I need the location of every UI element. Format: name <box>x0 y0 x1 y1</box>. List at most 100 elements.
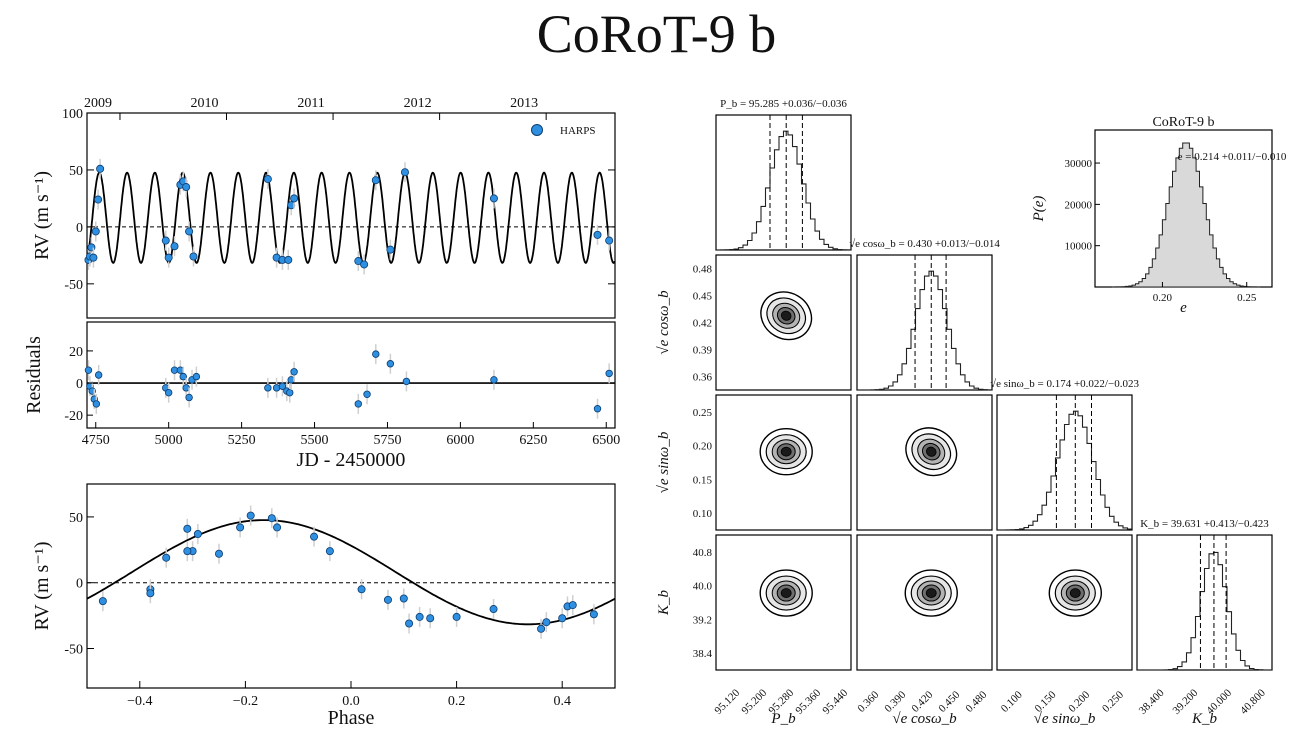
corner-xtick-label: 95.200 <box>739 687 769 717</box>
rv-phase-point <box>267 514 276 523</box>
corner-ylabel: K_b <box>656 590 672 617</box>
rv-time-point <box>593 230 602 239</box>
rv-time-point <box>263 175 272 184</box>
corner-ytick-label: 0.42 <box>693 318 712 330</box>
rv-phase-xtick-label: 0.0 <box>342 694 360 709</box>
rv-phase-xtick-label: −0.4 <box>127 694 152 709</box>
corner-param-title: √e cosω_b = 0.430 +0.013/−0.014 <box>849 238 1000 250</box>
residuals-point <box>605 369 613 378</box>
corner-panel-frame <box>996 534 1133 671</box>
ecc-xtick-label: 0.25 <box>1237 292 1257 304</box>
residuals-point <box>185 393 193 402</box>
residuals-point <box>192 372 201 381</box>
residuals-point <box>363 390 371 398</box>
legend-label: HARPS <box>560 125 595 137</box>
rv-phase-point <box>558 614 567 623</box>
residuals-ytick-label: 0 <box>76 377 83 392</box>
rv-time-point <box>189 252 198 261</box>
corner-param-title: P_b = 95.285 +0.036/−0.036 <box>720 98 847 110</box>
corner-density-contour <box>780 588 792 598</box>
corner-xlabel: P_b <box>770 711 796 727</box>
corner-ytick-label: 0.10 <box>693 508 713 520</box>
rv-time-point <box>170 242 179 251</box>
corner-ytick-label: 0.39 <box>693 345 713 357</box>
rv-phase-point <box>415 612 424 621</box>
rv-time-model-curve <box>86 171 616 264</box>
residuals-point <box>164 388 173 397</box>
rv-phase-ylabel: RV (m s⁻¹) <box>31 541 53 630</box>
corner-panel-frame <box>1136 534 1273 671</box>
rv-time-point <box>400 168 409 177</box>
ecc-ytick-label: 10000 <box>1065 241 1093 253</box>
ecc-ytick-label: 20000 <box>1065 199 1093 211</box>
residuals-point <box>278 382 287 390</box>
rv-phase-xtick-label: 0.4 <box>553 694 571 709</box>
rv-phase-point <box>405 619 414 628</box>
corner-ytick-label: 0.36 <box>693 372 713 384</box>
residuals-xtick-label: 5500 <box>301 433 329 448</box>
rv-phase-point <box>399 594 408 603</box>
corner-param-title: √e sinω_b = 0.174 +0.022/−0.023 <box>990 378 1139 390</box>
rv-phase-point <box>452 612 461 621</box>
rv-time-ylabel: RV (m s⁻¹) <box>31 171 53 260</box>
corner-histogram <box>716 130 851 251</box>
corner-panel-frame <box>715 114 852 251</box>
residuals-xtick-label: 4750 <box>82 433 110 448</box>
residuals-xtick-label: 6500 <box>592 433 620 448</box>
residuals-xtick-label: 5000 <box>155 433 183 448</box>
rv-phase-point <box>162 553 171 562</box>
corner-ytick-label: 39.2 <box>693 614 712 626</box>
corner-histogram <box>1137 551 1272 671</box>
corner-ytick-label: 40.0 <box>693 581 713 593</box>
residuals-point <box>264 384 272 392</box>
corner-ytick-label: 0.15 <box>693 474 713 486</box>
rv-time-frame <box>86 112 616 319</box>
corner-ytick-label: 0.45 <box>693 291 713 303</box>
corner-ytick-label: 0.48 <box>693 264 713 276</box>
residuals-point <box>593 405 602 413</box>
rv-time-point <box>386 245 395 254</box>
ecc-annotation: e = 0.214 +0.011/−0.010 <box>1178 151 1287 163</box>
rv-time-point <box>360 260 369 269</box>
rv-phase-point <box>236 523 245 532</box>
rv-phase-ytick-label: 0 <box>76 577 83 592</box>
ecc-xtick-label: 0.20 <box>1153 292 1173 304</box>
rv-phase-point <box>589 610 598 619</box>
rv-time-point <box>164 253 173 262</box>
rv-phase-point <box>310 532 319 541</box>
corner-density-contour <box>925 588 937 598</box>
rv-time-point <box>290 194 299 203</box>
corner-panel-frame <box>856 254 993 391</box>
rv-phase-model-curve <box>86 519 616 626</box>
corner-param-title: K_b = 39.631 +0.413/−0.423 <box>1140 518 1269 530</box>
rv-phase-point <box>325 547 334 556</box>
corner-histogram <box>857 270 992 391</box>
corner-panel-frame <box>715 534 852 671</box>
rv-phase-point <box>246 511 255 520</box>
rv-phase-point <box>146 589 155 598</box>
ecc-histogram <box>1111 142 1261 288</box>
residuals-point <box>286 388 294 397</box>
rv-phase-point <box>214 549 223 558</box>
residuals-xtick-label: 6250 <box>519 433 547 448</box>
rv-phase-point <box>98 597 107 606</box>
rv-time-ytick-label: -50 <box>64 278 83 293</box>
residuals-point <box>372 350 380 358</box>
corner-xlabel: √e sinω_b <box>1034 711 1096 727</box>
corner-histogram <box>997 410 1132 531</box>
rv-phase-frame <box>86 483 616 689</box>
residuals-ylabel: Residuals <box>23 336 45 414</box>
residuals-point <box>290 368 298 376</box>
rv-time-point <box>354 257 363 266</box>
corner-xtick-label: 38.400 <box>1137 687 1167 717</box>
corner-ytick-label: 0.20 <box>693 441 713 453</box>
corner-density-contour <box>925 446 937 457</box>
residuals-ytick-label: -20 <box>64 409 83 424</box>
rv-phase-point <box>273 523 282 532</box>
rv-time-point <box>182 183 191 192</box>
corner-panel-frame <box>715 254 852 391</box>
rv-time-year-label: 2009 <box>84 96 112 111</box>
rv-phase-point <box>542 618 551 627</box>
rv-phase-point <box>568 601 577 610</box>
corner-ytick-label: 0.25 <box>693 407 713 419</box>
